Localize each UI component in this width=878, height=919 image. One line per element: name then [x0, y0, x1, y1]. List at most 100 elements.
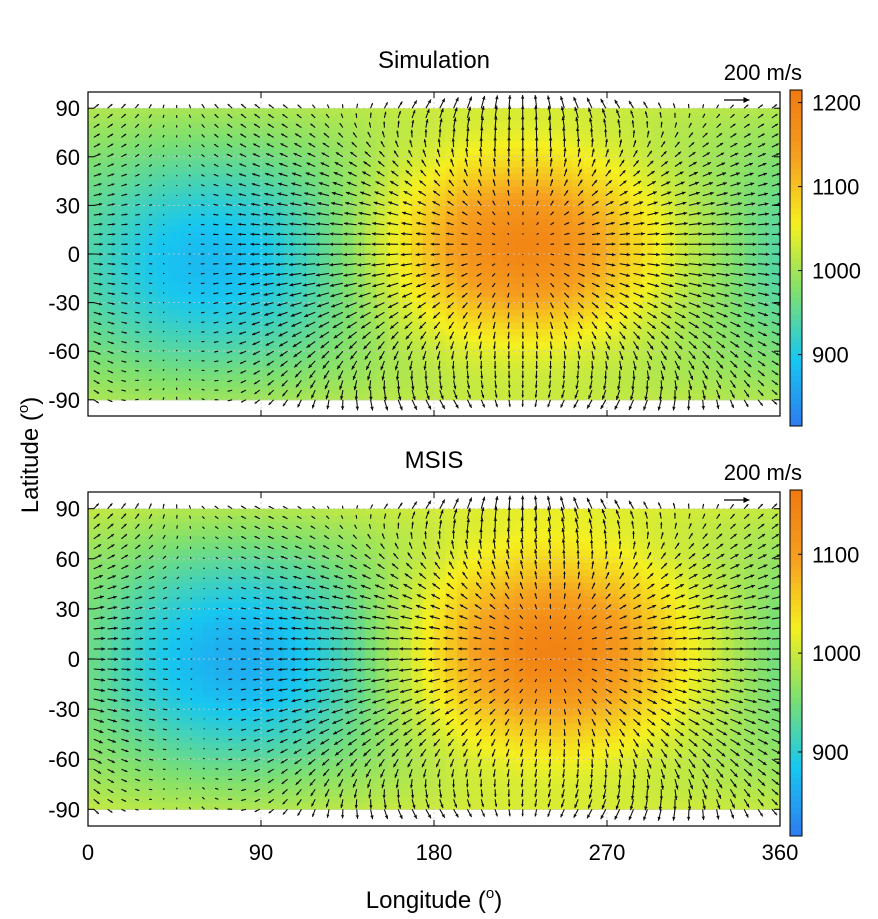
wind-arrow-head [99, 242, 103, 246]
wind-arrow-head [163, 224, 165, 225]
heatmap-cell [630, 205, 643, 213]
heatmap-cell [214, 173, 227, 181]
heatmap-cell [168, 335, 181, 343]
heatmap-cell [618, 315, 631, 323]
wind-arrow-head [124, 399, 126, 401]
wind-arrow-head [735, 333, 740, 338]
wind-arrow-head [552, 253, 555, 256]
heatmap-cell [99, 302, 112, 310]
wind-arrow-head [636, 335, 640, 340]
wind-arrow-head [201, 321, 203, 323]
wind-arrow-head [250, 272, 254, 276]
wind-arrow-head [201, 194, 203, 196]
heatmap-cell [768, 354, 780, 362]
heatmap-cell [318, 218, 331, 226]
heatmap-cell [468, 283, 481, 291]
heatmap-cell [122, 341, 135, 349]
wind-arrow-head [250, 292, 255, 296]
heatmap-cell [387, 386, 400, 394]
heatmap-cell [572, 218, 585, 226]
heatmap-cell [387, 335, 400, 343]
wind-arrow-head [737, 303, 742, 307]
heatmap-cell [653, 121, 666, 129]
heatmap-cell [122, 257, 135, 265]
wind-arrow-head [683, 283, 688, 288]
wind-arrow-head [565, 190, 568, 193]
heatmap-cell [641, 147, 654, 155]
heatmap-cell [387, 244, 400, 252]
heatmap-cell [399, 296, 412, 304]
heatmap-cell [399, 386, 412, 394]
heatmap-cell [410, 341, 424, 349]
wind-arrow-head [751, 202, 756, 206]
heatmap-cell [180, 198, 193, 206]
heatmap-cell [722, 289, 735, 297]
heatmap-cell [664, 224, 677, 232]
heatmap-cell [364, 283, 377, 291]
heatmap-cell [653, 166, 666, 174]
heatmap-cell [237, 276, 251, 284]
heatmap-cell [560, 393, 573, 401]
heatmap-cell [445, 283, 458, 291]
heatmap-cell [272, 244, 285, 252]
wind-arrow-head [290, 192, 295, 196]
wind-arrow-head [721, 344, 726, 348]
heatmap-cell [422, 218, 435, 226]
heatmap-cell [699, 160, 712, 168]
wind-arrow-head [227, 399, 230, 402]
heatmap-cell [768, 211, 780, 219]
wind-arrow-head [398, 396, 402, 401]
heatmap-cell [526, 237, 539, 245]
heatmap-cell [191, 328, 204, 336]
heatmap-cell [341, 173, 354, 181]
wind-arrow-head [214, 360, 216, 363]
heatmap-cell [618, 263, 631, 271]
heatmap-cell [410, 276, 424, 284]
heatmap-cell [595, 309, 608, 317]
heatmap-cell [249, 309, 262, 317]
heatmap-cell [526, 335, 539, 343]
heatmap-cell [422, 173, 435, 181]
heatmap-cell [607, 315, 620, 323]
heatmap-cell [376, 328, 389, 336]
heatmap-cell [399, 108, 412, 116]
wind-arrow-head [677, 355, 681, 360]
wind-arrow-head [478, 346, 482, 350]
heatmap-cell [226, 335, 239, 343]
heatmap-cell [272, 328, 285, 336]
wind-arrow-head [289, 242, 293, 246]
heatmap-cell [491, 354, 504, 362]
wind-arrow-head [774, 382, 778, 385]
wind-arrow-head [697, 293, 702, 298]
wind-arrow-head [749, 333, 754, 337]
heatmap-cell [157, 257, 170, 265]
wind-arrow-head [747, 373, 751, 378]
heatmap-cell [168, 179, 181, 187]
heatmap-cell [249, 341, 262, 349]
heatmap-cell [180, 263, 193, 271]
heatmap-cell [676, 367, 689, 375]
wind-arrow-head [226, 351, 229, 354]
wind-arrow-head [752, 232, 757, 236]
wind-arrow-head [640, 273, 645, 277]
wind-arrow-head [551, 295, 554, 298]
heatmap-cell [491, 270, 504, 278]
heatmap-cell [295, 218, 308, 226]
heatmap-cell [134, 166, 147, 174]
heatmap-cell [284, 315, 297, 323]
heatmap-cell [180, 296, 193, 304]
heatmap-cell [341, 347, 354, 356]
heatmap-cell [122, 147, 135, 155]
heatmap-cell [503, 224, 516, 232]
wind-arrow-head [626, 242, 631, 246]
wind-arrow-head [610, 211, 615, 215]
heatmap-cell [272, 237, 285, 245]
wind-arrow-head [250, 282, 255, 286]
heatmap-cell [387, 283, 400, 291]
heatmap-cell [618, 393, 631, 401]
heatmap-cell [272, 296, 285, 304]
heatmap-cell [122, 289, 135, 297]
heatmap-cell [203, 108, 216, 116]
heatmap-cell [272, 393, 285, 401]
heatmap-cell [272, 386, 285, 394]
